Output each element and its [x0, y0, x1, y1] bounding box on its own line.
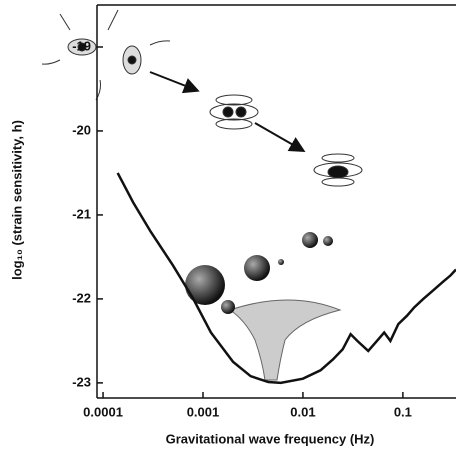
x-tick-label: 0.01 [290, 404, 315, 419]
x-tick-label: 0.1 [394, 404, 412, 419]
y-tick-label: -23 [72, 374, 91, 389]
x-tick-label: 0.0001 [83, 404, 123, 419]
illustration [41, 9, 363, 381]
y-tick-label: -22 [72, 290, 91, 305]
y-tick-label: -21 [72, 206, 91, 221]
y-tick-label: -20 [72, 122, 91, 137]
spheres [185, 232, 333, 314]
x-axis-label: Gravitational wave frequency (Hz) [166, 431, 375, 446]
line [116, 172, 456, 385]
x-tick-label: 0.001 [187, 404, 220, 419]
y-tick-label: -19 [72, 38, 91, 53]
y-axis-label: log₁₀ (strain sensitivity, h) [9, 120, 24, 280]
